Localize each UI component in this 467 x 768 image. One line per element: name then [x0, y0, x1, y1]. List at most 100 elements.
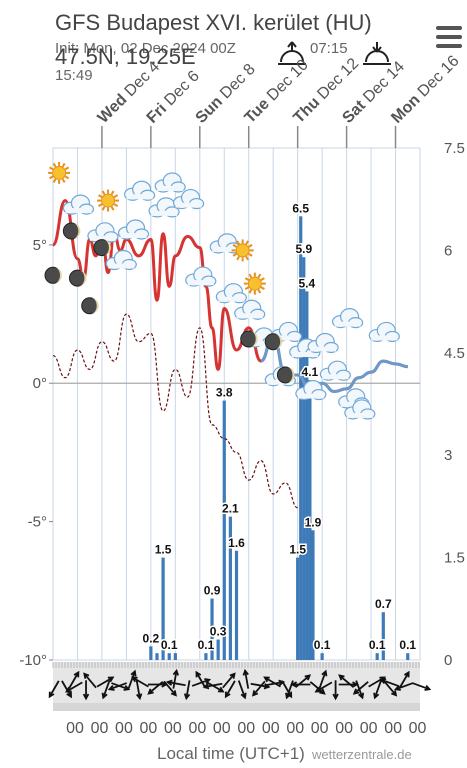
precip-label: 1.9 [305, 515, 322, 529]
wind-arrow [148, 681, 164, 695]
precip-bar [155, 653, 159, 660]
wind-arrow [109, 682, 127, 691]
precip-bar [204, 653, 208, 660]
sun-disc [52, 165, 67, 180]
x-axis-label: Local time (UTC+1) [157, 744, 305, 763]
wind-arrow-head [82, 693, 90, 701]
sun-ray [101, 190, 106, 196]
wind-arrow [132, 676, 149, 688]
wind-arrow-head [204, 678, 212, 685]
sun-icon [97, 189, 120, 212]
wind-arrow-head [242, 668, 249, 676]
wind-arrow-head [263, 676, 270, 683]
moon-crescent [78, 270, 87, 287]
cloud-icon [234, 299, 266, 320]
moon-crescent [54, 267, 62, 284]
sun-disc [235, 243, 250, 258]
sun-icon [231, 239, 254, 262]
credit-text: wetterzentrale.de [312, 747, 412, 762]
wind-arrow-head [379, 678, 387, 685]
y-right-tick-label: 4.5 [444, 345, 465, 362]
precip-label: 0.2 [143, 631, 160, 645]
wind-arrow [383, 680, 397, 696]
hour-tick-label: 00 [360, 720, 378, 737]
precip-bar [406, 653, 410, 660]
cloud-icon [154, 172, 186, 193]
precip-label: 5.4 [298, 276, 315, 290]
moon-crescent [90, 297, 99, 314]
wind-arrow [163, 680, 177, 696]
precip-bar [228, 516, 232, 660]
cloud-base [218, 296, 245, 302]
cloud-base [89, 235, 116, 241]
wind-arrow [135, 680, 141, 699]
hour-tick-label: 00 [384, 720, 402, 737]
precip-bar [216, 639, 220, 660]
sun-ray [244, 286, 250, 290]
wind-arrow [222, 673, 236, 689]
wind-arrow [61, 680, 72, 698]
sun-ray [236, 240, 240, 245]
sun-ray [64, 166, 70, 171]
sun-ray [236, 255, 240, 261]
cloud-base [371, 335, 398, 341]
dewpoint-line [52, 313, 298, 509]
wind-arrow [206, 681, 224, 693]
wind-arrow [185, 680, 191, 699]
hour-tick-label: 00 [164, 720, 182, 737]
precip-label: 5.9 [295, 242, 312, 256]
sun-ray [110, 206, 115, 211]
wind-arrow [398, 671, 410, 689]
wind-arrow-head [390, 690, 398, 697]
cloud-base [273, 335, 300, 341]
wind-arrow [68, 671, 80, 689]
hour-tick-label: 00 [311, 720, 329, 737]
sun-ray [248, 273, 253, 279]
wind-arrow-head [290, 681, 298, 688]
cloud-base [151, 210, 178, 216]
sun-ray [52, 162, 57, 168]
wind-arrow [309, 681, 325, 695]
precip-bar [149, 646, 153, 660]
wind-arrow-head [403, 670, 410, 678]
precip-label: 4.1 [302, 365, 319, 379]
cloud-base [267, 379, 294, 385]
sunset-icon-arrow [372, 42, 382, 53]
wind-arrow-head [319, 688, 326, 695]
cloud-icon [319, 360, 351, 381]
cloud-base [65, 208, 92, 214]
cloud-icon [209, 233, 241, 254]
wind-arrow [395, 682, 414, 691]
wind-arrow-head [217, 686, 225, 693]
wind-arrow-head [202, 683, 210, 690]
precip-label: 6.5 [292, 201, 309, 215]
sun-disc [101, 193, 116, 208]
y-right-tick-label: 0 [444, 652, 452, 669]
sun-icon [48, 161, 71, 184]
wind-arrow-head [136, 693, 143, 701]
wind-arrow [96, 676, 114, 688]
cloud-icon [368, 321, 400, 343]
menu-icon[interactable] [436, 26, 462, 50]
wind-arrow-head [73, 670, 80, 678]
moon-icon [276, 366, 295, 384]
wind-arrow-head [240, 692, 247, 700]
cloud-base [297, 393, 324, 399]
precip-bar [222, 400, 226, 660]
wind-strip-bg [53, 662, 420, 703]
hour-tick-label: 00 [286, 720, 304, 737]
wind-arrow-head [101, 692, 108, 700]
cloud-icon [332, 307, 364, 329]
sun-ray [260, 286, 265, 290]
sun-icon [243, 272, 266, 295]
cloud-base [322, 374, 349, 380]
wind-arrow [167, 681, 186, 687]
sun-ray [110, 190, 115, 196]
sun-ray [49, 166, 54, 171]
y-right-tick-label: 6 [444, 242, 452, 259]
wind-arrow [195, 671, 207, 689]
wind-arrow [244, 670, 250, 689]
wind-arrow [48, 680, 60, 698]
wind-arrow-head [64, 686, 72, 693]
moon-icon [264, 333, 283, 351]
